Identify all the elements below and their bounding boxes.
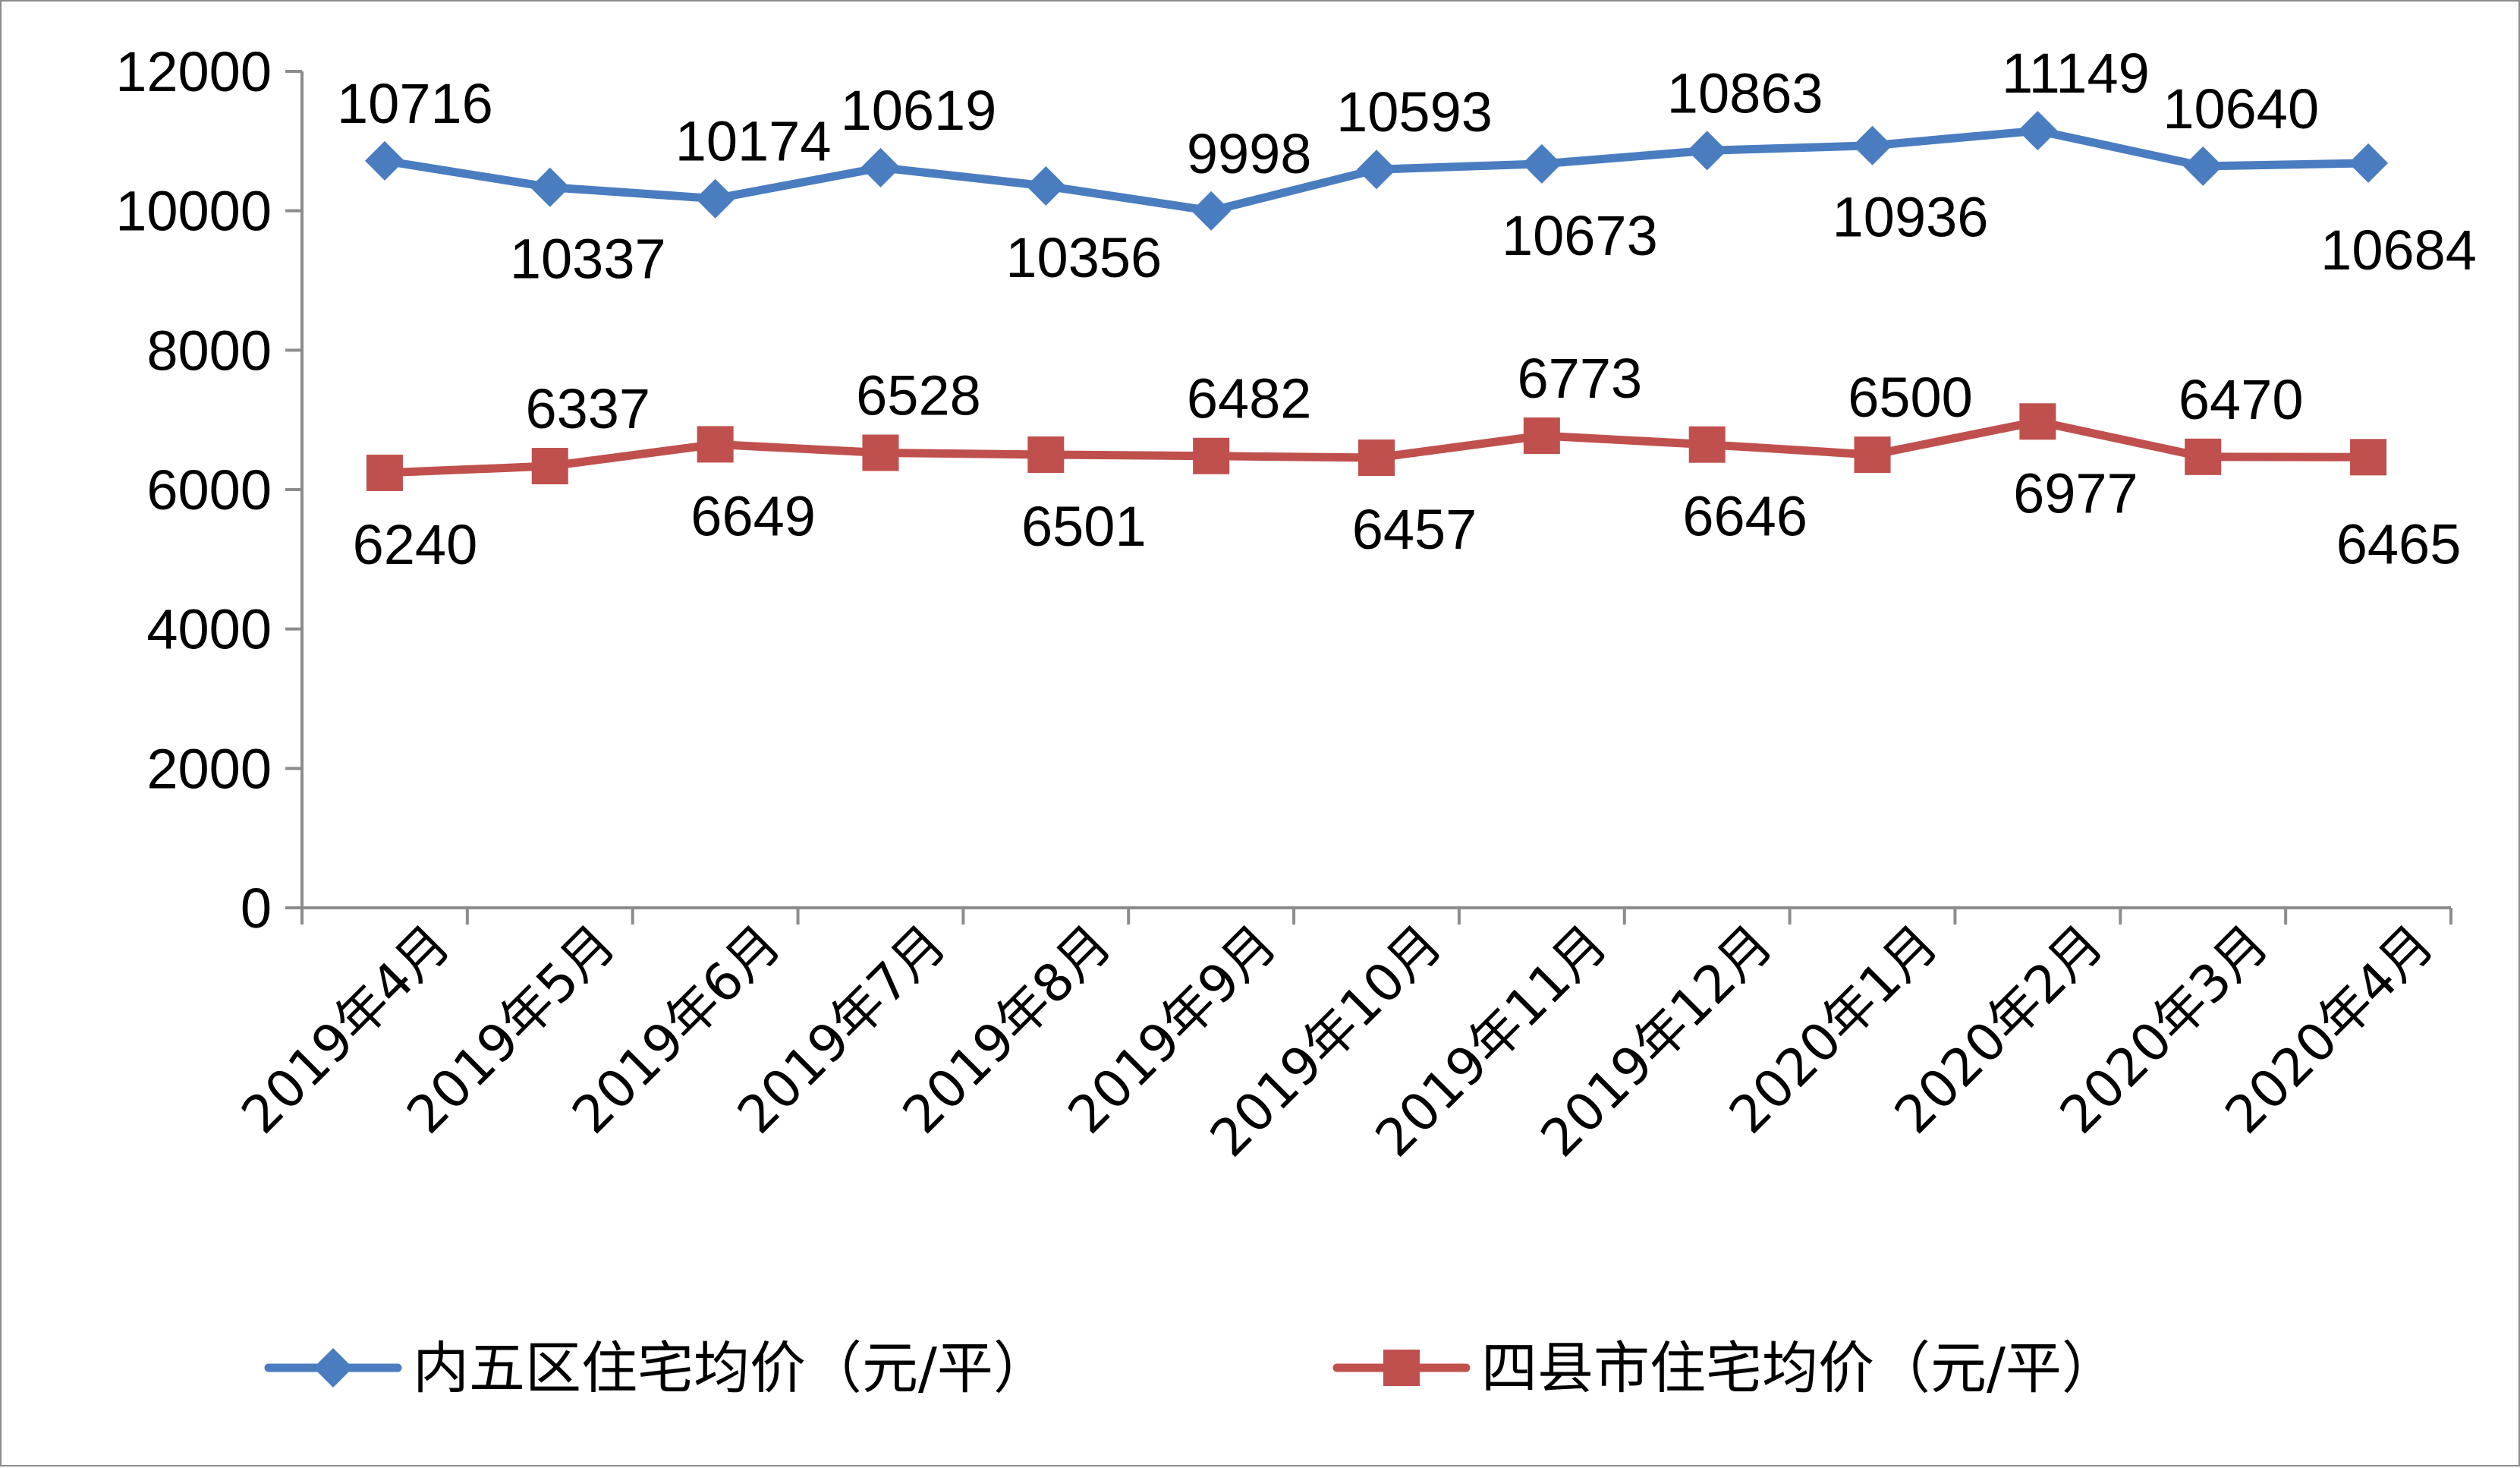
data-label: 10684 [2320,219,2477,282]
data-label: 6646 [1682,485,1807,548]
data-label: 6337 [525,377,650,440]
data-label: 10174 [675,110,832,173]
y-tick-label: 8000 [146,319,272,382]
y-tick-label: 4000 [146,598,272,661]
data-point-marker [1523,417,1560,455]
data-point-marker [1191,191,1232,231]
data-label: 6465 [2336,512,2462,575]
y-tick-label: 0 [241,877,272,940]
data-point-marker [1027,436,1065,473]
legend-marker-1 [313,1348,353,1388]
data-point-marker [860,147,901,187]
data-point-marker [2019,403,2056,440]
data-label: 6649 [691,484,816,547]
data-point-marker [1521,143,1562,184]
data-point-marker [2350,439,2387,476]
data-label: 10716 [337,72,493,135]
data-point-marker [1358,439,1395,477]
legend-label-1: 内五区住宅均价（元/平） [413,1336,1049,1401]
data-point-marker [366,454,403,491]
y-tick-label: 2000 [146,737,272,800]
data-label: 6501 [1021,495,1147,558]
data-label: 10640 [2163,77,2319,140]
data-point-marker [1852,125,1892,165]
data-point-marker [2185,438,2222,475]
data-point-marker [1026,165,1066,206]
data-label: 10337 [510,228,666,291]
data-label: 6482 [1187,367,1312,430]
data-label: 6528 [856,364,981,427]
legend-label-2: 四县市住宅均价（元/平） [1481,1336,2118,1401]
data-label: 10356 [1005,226,1162,289]
data-label: 6500 [1848,366,1973,429]
data-point-marker [2018,111,2058,151]
data-point-marker [1854,436,1891,474]
legend: 内五区住宅均价（元/平） 四县市住宅均价（元/平） [264,1336,2118,1401]
data-label: 10673 [1502,204,1658,267]
data-label: 6773 [1518,347,1643,410]
data-point-marker [1687,131,1727,171]
x-axis-ticks: 2019年4月2019年5月2019年6月2019年7月2019年8月2019年… [231,908,2452,1169]
data-label: 11149 [2002,42,2150,105]
data-label: 6457 [1352,498,1477,561]
data-label: 10936 [1833,186,1989,249]
data-point-marker [695,178,735,219]
data-point-marker [1193,437,1230,474]
data-point-marker [2183,146,2223,186]
data-point-marker [2349,143,2389,183]
data-point-marker [1688,426,1726,463]
y-tick-label: 6000 [146,458,272,521]
data-point-marker [364,140,404,181]
data-point-marker [697,426,734,463]
legend-marker-2 [1383,1350,1420,1386]
data-point-marker [531,448,568,485]
data-label: 6240 [353,513,478,576]
series-markers [364,111,2389,491]
data-point-marker [862,434,899,471]
y-tick-label: 12000 [115,40,272,103]
y-tick-label: 10000 [115,180,272,243]
data-label: 6470 [2179,368,2304,431]
y-axis-ticks: 0 2000 4000 6000 8000 10000 12000 [115,40,302,940]
data-label: 10619 [841,79,997,142]
data-label: 9998 [1187,122,1312,185]
data-label: 6977 [2013,462,2138,525]
data-point-marker [530,167,570,207]
data-point-marker [1357,150,1396,190]
data-label: 10593 [1336,80,1493,143]
data-label: 10863 [1667,61,1823,124]
